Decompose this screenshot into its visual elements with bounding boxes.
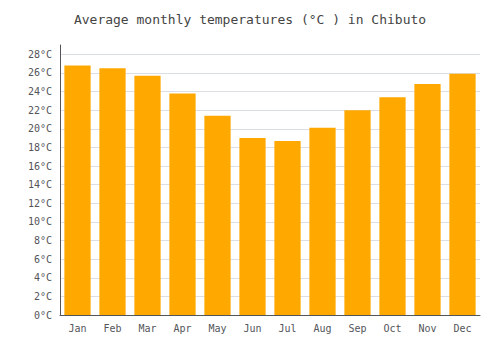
svg-text:Apr: Apr bbox=[173, 323, 191, 334]
svg-text:Nov: Nov bbox=[418, 323, 436, 334]
svg-text:Dec: Dec bbox=[453, 323, 471, 334]
svg-text:Aug: Aug bbox=[313, 323, 331, 334]
svg-text:8°C: 8°C bbox=[34, 235, 52, 246]
svg-text:12°C: 12°C bbox=[28, 198, 52, 209]
svg-text:10°C: 10°C bbox=[28, 216, 52, 227]
svg-text:Jul: Jul bbox=[278, 323, 296, 334]
svg-text:22°C: 22°C bbox=[28, 105, 52, 116]
svg-text:24°C: 24°C bbox=[28, 86, 52, 97]
svg-text:Feb: Feb bbox=[103, 323, 121, 334]
svg-text:Jun: Jun bbox=[243, 323, 261, 334]
svg-text:20°C: 20°C bbox=[28, 123, 52, 134]
svg-text:18°C: 18°C bbox=[28, 142, 52, 153]
svg-text:Mar: Mar bbox=[138, 323, 156, 334]
svg-text:26°C: 26°C bbox=[28, 67, 52, 78]
svg-text:Oct: Oct bbox=[383, 323, 401, 334]
svg-text:Sep: Sep bbox=[348, 323, 366, 334]
svg-text:May: May bbox=[208, 323, 226, 334]
svg-text:16°C: 16°C bbox=[28, 161, 52, 172]
svg-text:4°C: 4°C bbox=[34, 272, 52, 283]
svg-text:Average monthly temperatures (: Average monthly temperatures (°C ) in Ch… bbox=[74, 12, 426, 27]
svg-text:6°C: 6°C bbox=[34, 254, 52, 265]
svg-text:2°C: 2°C bbox=[34, 291, 52, 302]
svg-text:28°C: 28°C bbox=[28, 49, 52, 60]
svg-text:Jan: Jan bbox=[68, 323, 86, 334]
svg-text:14°C: 14°C bbox=[28, 179, 52, 190]
svg-text:0°C: 0°C bbox=[34, 310, 52, 321]
